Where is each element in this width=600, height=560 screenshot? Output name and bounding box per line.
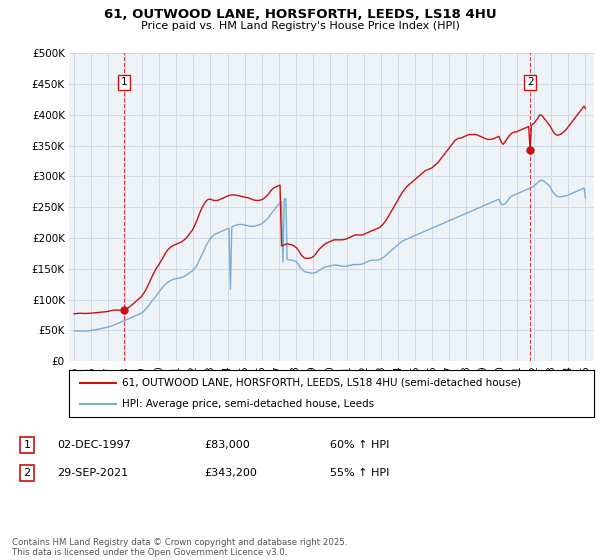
Text: 61, OUTWOOD LANE, HORSFORTH, LEEDS, LS18 4HU (semi-detached house): 61, OUTWOOD LANE, HORSFORTH, LEEDS, LS18… [121, 378, 521, 388]
Text: 1: 1 [121, 77, 127, 87]
Text: £83,000: £83,000 [204, 440, 250, 450]
Text: 2: 2 [527, 77, 533, 87]
Text: HPI: Average price, semi-detached house, Leeds: HPI: Average price, semi-detached house,… [121, 399, 374, 409]
Text: 02-DEC-1997: 02-DEC-1997 [57, 440, 131, 450]
Text: Price paid vs. HM Land Registry's House Price Index (HPI): Price paid vs. HM Land Registry's House … [140, 21, 460, 31]
Text: 2: 2 [23, 468, 31, 478]
Text: 29-SEP-2021: 29-SEP-2021 [57, 468, 128, 478]
Text: 55% ↑ HPI: 55% ↑ HPI [330, 468, 389, 478]
Text: Contains HM Land Registry data © Crown copyright and database right 2025.
This d: Contains HM Land Registry data © Crown c… [12, 538, 347, 557]
Text: £343,200: £343,200 [204, 468, 257, 478]
Text: 61, OUTWOOD LANE, HORSFORTH, LEEDS, LS18 4HU: 61, OUTWOOD LANE, HORSFORTH, LEEDS, LS18… [104, 8, 496, 21]
Text: 1: 1 [23, 440, 31, 450]
Text: 60% ↑ HPI: 60% ↑ HPI [330, 440, 389, 450]
